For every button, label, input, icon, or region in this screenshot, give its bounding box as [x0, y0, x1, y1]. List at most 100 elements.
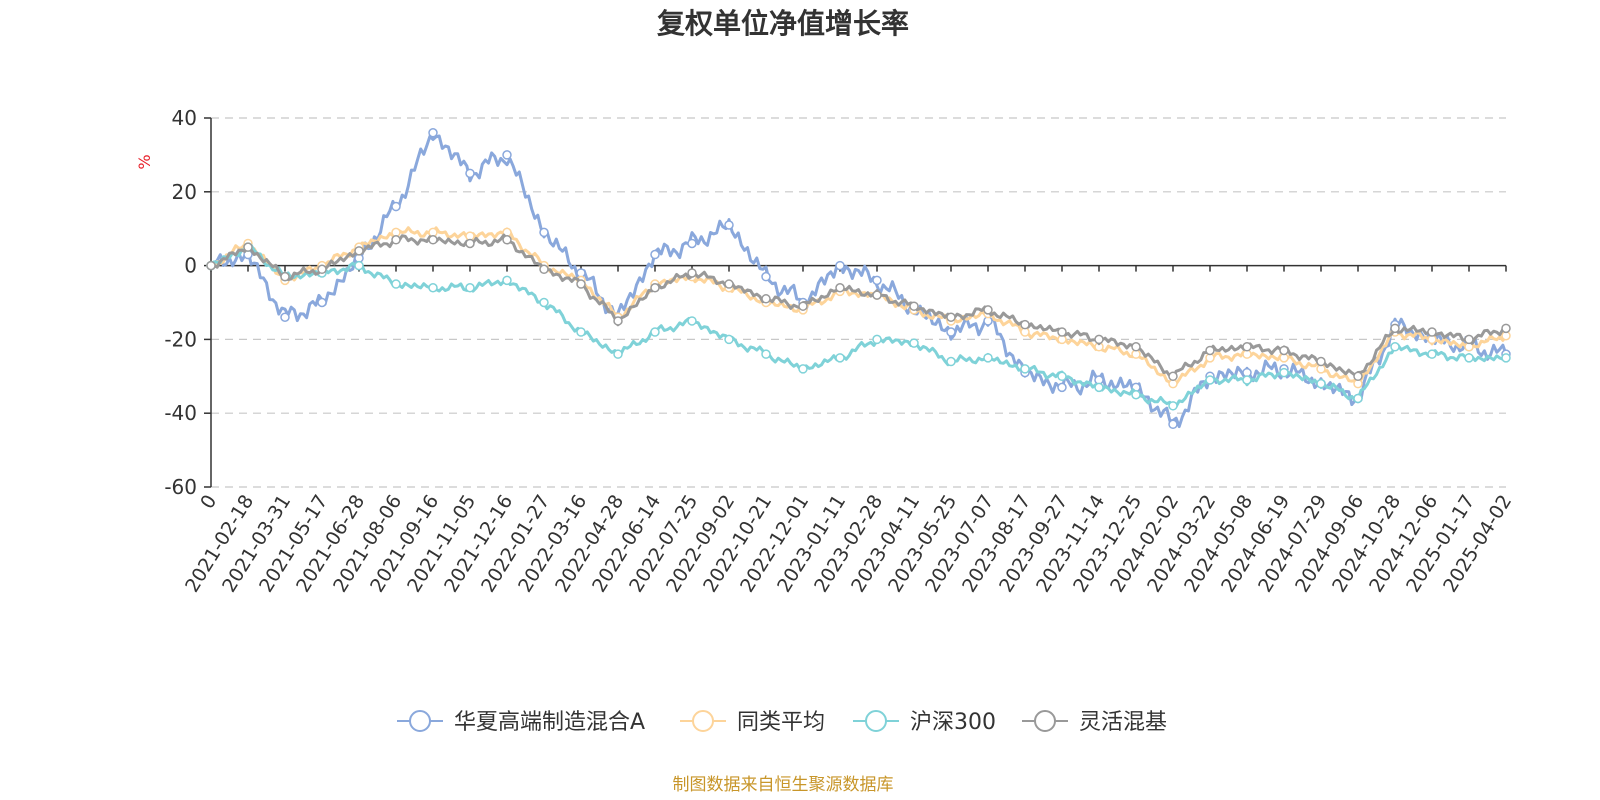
legend-label: 华夏高端制造混合A — [454, 710, 645, 735]
data-point — [280, 271, 290, 282]
data-point — [1279, 367, 1289, 378]
data-point — [1501, 323, 1511, 334]
legend-item[interactable]: 灵活混基 — [1022, 710, 1167, 735]
data-point — [1020, 364, 1030, 374]
data-point — [613, 316, 623, 326]
y-tick-label: 0 — [184, 254, 197, 278]
y-tick-label: -60 — [164, 475, 197, 499]
data-point — [1242, 342, 1252, 352]
data-point — [724, 334, 734, 345]
data-point — [1316, 356, 1326, 367]
data-point — [835, 260, 845, 271]
data-point — [1501, 353, 1511, 363]
data-point — [687, 268, 697, 278]
data-point — [502, 275, 512, 286]
y-tick-label: -40 — [164, 401, 197, 425]
data-point — [1131, 342, 1141, 352]
data-point — [650, 282, 660, 293]
legend[interactable]: 华夏高端制造混合A 同类平均 沪深300 灵活混基 — [397, 710, 1167, 735]
data-point — [1242, 375, 1252, 385]
legend-label: 沪深300 — [910, 710, 996, 735]
data-point — [1353, 371, 1363, 382]
data-point — [317, 297, 327, 308]
data-point — [687, 316, 697, 326]
data-point — [1390, 342, 1400, 352]
legend-item[interactable]: 华夏高端制造混合A — [397, 710, 645, 735]
data-point — [391, 279, 401, 289]
data-point — [391, 201, 401, 212]
data-point — [909, 338, 919, 348]
data-point — [465, 238, 475, 249]
data-point — [835, 282, 845, 293]
y-axis-unit: % — [135, 154, 154, 169]
data-point — [539, 227, 549, 238]
y-tick-label: -20 — [164, 327, 197, 351]
data-point — [687, 238, 697, 249]
series-lines — [206, 128, 1511, 430]
data-point — [1205, 345, 1215, 356]
data-point — [761, 271, 771, 282]
data-point — [983, 305, 993, 315]
data-point — [1094, 334, 1104, 345]
series-line-3 — [209, 243, 1507, 410]
series-line-4 — [210, 233, 1507, 381]
data-point — [428, 235, 438, 245]
data-point — [243, 242, 253, 252]
data-point — [280, 312, 290, 323]
data-point — [650, 327, 660, 337]
y-tick-label: 40 — [172, 106, 197, 130]
data-point — [613, 349, 623, 359]
data-point — [909, 301, 919, 311]
y-tick-label: 20 — [172, 180, 197, 204]
data-point — [1390, 323, 1400, 334]
data-point — [428, 282, 438, 293]
data-point — [317, 264, 327, 275]
data-point — [946, 356, 956, 367]
data-point — [1353, 393, 1363, 404]
data-point — [465, 168, 475, 179]
source-note: 制图数据来自恒生聚源数据库 — [673, 775, 894, 795]
data-point — [1316, 378, 1326, 389]
data-point — [354, 246, 364, 256]
data-point — [1131, 390, 1141, 400]
data-point — [1057, 382, 1067, 393]
x-axis-ticks: 02021-02-182021-03-312021-05-172021-06-2… — [181, 265, 1516, 596]
chart-title: 复权单位净值增长率 — [657, 7, 909, 40]
data-point — [465, 282, 475, 293]
legend-item[interactable]: 同类平均 — [680, 710, 825, 735]
data-point — [391, 235, 401, 245]
legend-marker-icon — [865, 710, 887, 732]
data-point — [1168, 401, 1178, 411]
data-point — [835, 353, 845, 363]
legend-marker-icon — [409, 710, 431, 732]
data-point — [576, 279, 586, 289]
legend-label: 灵活混基 — [1079, 710, 1167, 735]
data-point — [1464, 334, 1474, 345]
data-point — [1464, 353, 1474, 363]
data-point — [502, 150, 512, 160]
data-point — [428, 128, 438, 138]
data-point — [724, 279, 734, 289]
legend-marker-icon — [1034, 710, 1056, 732]
data-point — [502, 235, 512, 245]
data-point — [1427, 349, 1437, 359]
axes — [210, 118, 1506, 487]
data-point — [1279, 345, 1289, 356]
legend-marker-icon — [692, 710, 714, 732]
data-point — [872, 275, 882, 286]
data-point — [1427, 327, 1437, 337]
data-point — [946, 327, 956, 337]
y-axis-ticks: 40 20 0 -20 -40 -60 — [164, 106, 211, 499]
data-point — [798, 364, 808, 374]
data-point — [1094, 382, 1104, 393]
data-point — [983, 353, 993, 363]
data-point — [1020, 319, 1030, 330]
x-tick-label: 0 — [196, 491, 221, 513]
data-point — [724, 220, 734, 230]
data-point — [539, 264, 549, 275]
data-point — [539, 297, 549, 308]
data-point — [761, 294, 771, 304]
legend-item[interactable]: 沪深300 — [853, 710, 996, 735]
data-point — [1057, 327, 1067, 337]
